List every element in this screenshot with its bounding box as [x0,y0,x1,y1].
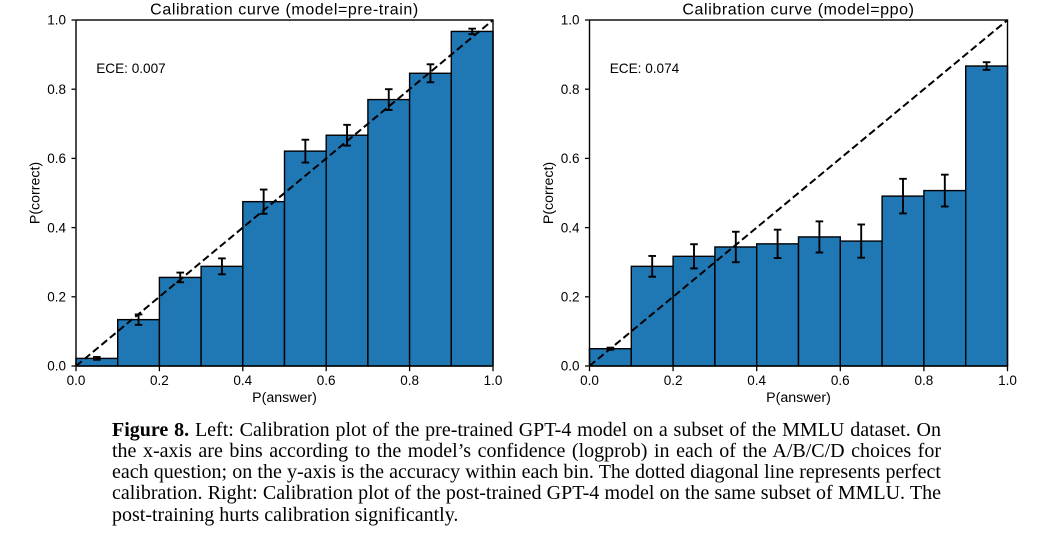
svg-text:ECE: 0.074: ECE: 0.074 [610,61,680,76]
svg-text:0.0: 0.0 [580,373,599,388]
svg-text:P(correct): P(correct) [28,162,44,224]
svg-text:0.2: 0.2 [47,290,66,305]
svg-text:ECE: 0.007: ECE: 0.007 [96,61,166,76]
svg-text:0.6: 0.6 [47,151,66,166]
svg-text:0.2: 0.2 [664,373,683,388]
svg-text:P(answer): P(answer) [766,390,831,406]
svg-text:1.0: 1.0 [47,13,66,28]
svg-text:P(answer): P(answer) [252,390,317,406]
svg-text:0.0: 0.0 [47,359,66,374]
svg-text:0.8: 0.8 [561,82,580,97]
svg-text:0.4: 0.4 [47,220,66,235]
svg-text:0.0: 0.0 [561,359,580,374]
svg-text:1.0: 1.0 [484,373,503,388]
svg-text:0.2: 0.2 [561,290,580,305]
svg-text:Calibration curve (model=ppo): Calibration curve (model=ppo) [682,2,914,19]
svg-text:1.0: 1.0 [998,373,1017,388]
svg-text:0.6: 0.6 [317,373,336,388]
svg-text:P(correct): P(correct) [541,162,557,224]
svg-text:0.4: 0.4 [747,373,766,388]
svg-text:1.0: 1.0 [561,13,580,28]
svg-text:0.2: 0.2 [150,373,169,388]
svg-text:0.4: 0.4 [561,220,580,235]
svg-text:Calibration curve (model=pre-t: Calibration curve (model=pre-train) [150,2,419,19]
svg-text:0.8: 0.8 [47,82,66,97]
svg-text:0.6: 0.6 [831,373,850,388]
svg-text:0.8: 0.8 [915,373,934,388]
svg-text:0.6: 0.6 [561,151,580,166]
svg-text:0.0: 0.0 [67,373,86,388]
svg-text:0.4: 0.4 [233,373,252,388]
svg-text:0.8: 0.8 [400,373,419,388]
